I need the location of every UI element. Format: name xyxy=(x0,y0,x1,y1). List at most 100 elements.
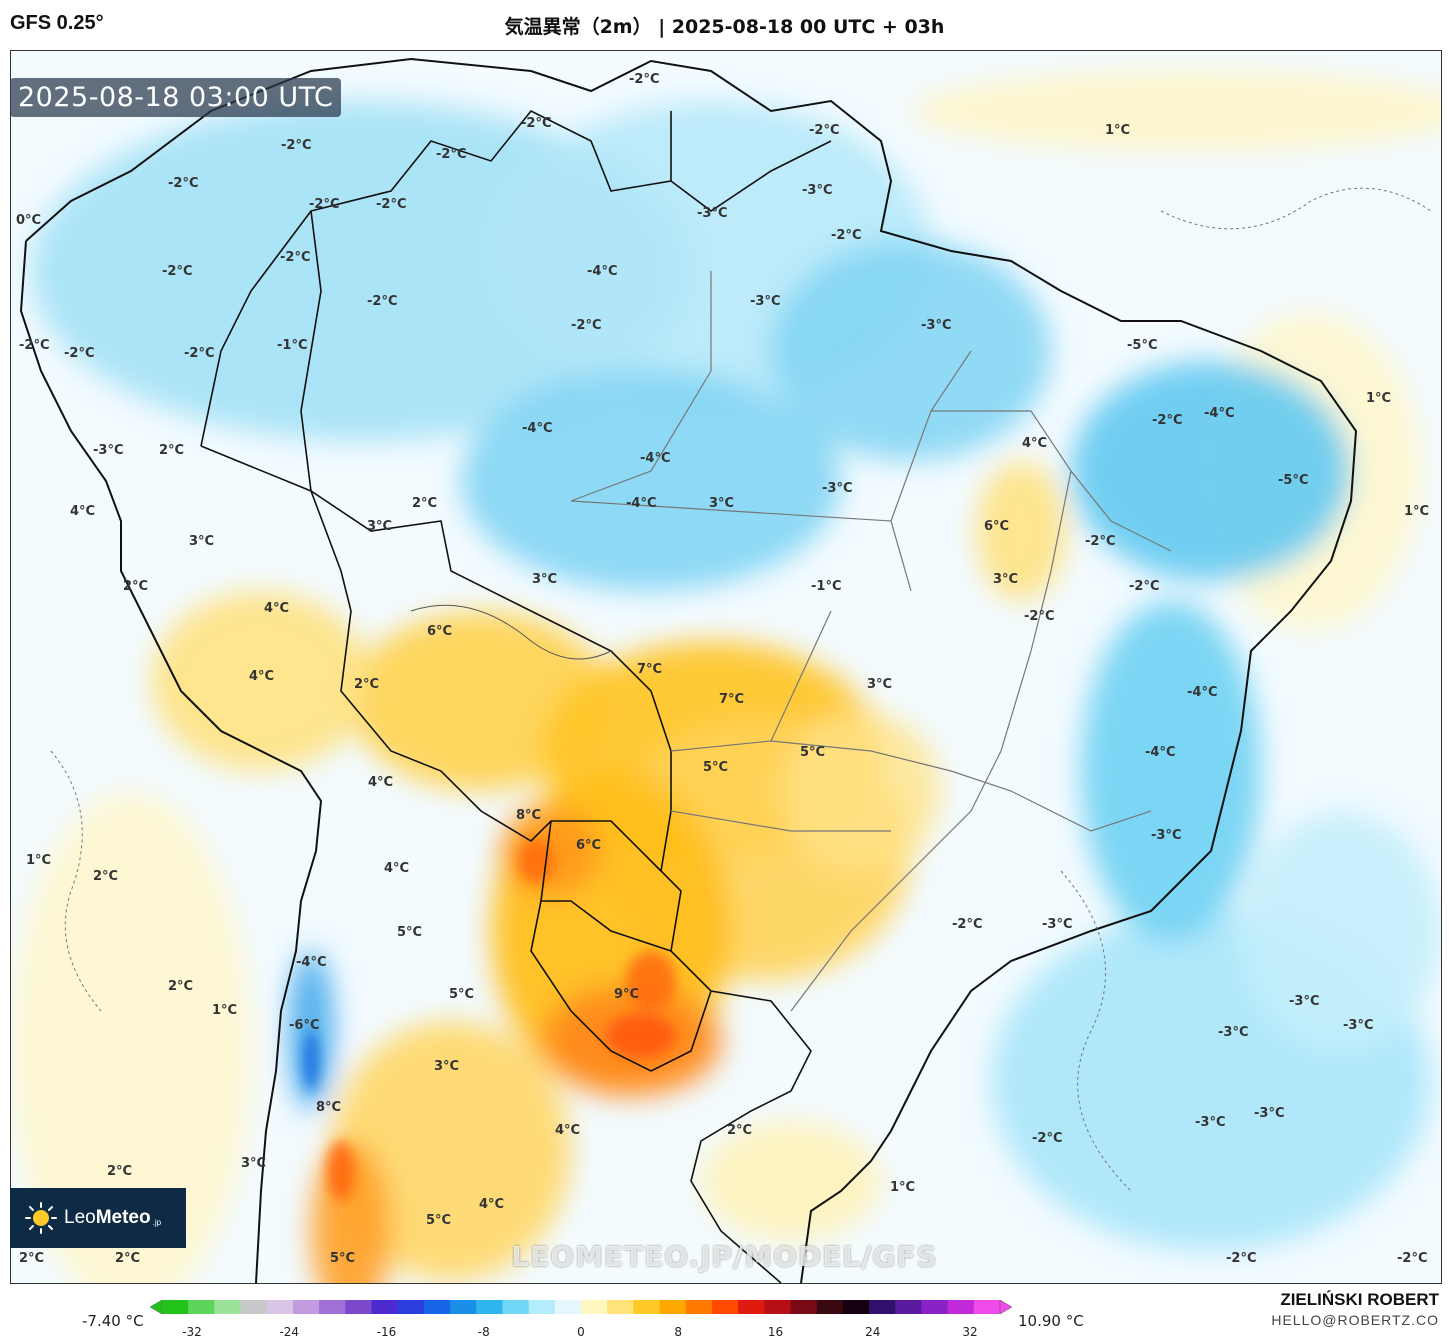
contour-label: -3°C xyxy=(1042,917,1073,932)
scale-max-value: 10.90 °C xyxy=(1018,1312,1084,1330)
contour-label: -3°C xyxy=(1195,1115,1226,1130)
contour-label: -3°C xyxy=(1151,828,1182,843)
contour-label: 2°C xyxy=(93,869,119,884)
contour-label: -2°C xyxy=(1152,413,1183,428)
contour-label: 5°C xyxy=(703,760,729,775)
scale-swatch xyxy=(502,1300,530,1314)
contour-label: -4°C xyxy=(1204,406,1235,421)
scale-min-arrow xyxy=(150,1300,163,1315)
contour-label: -2°C xyxy=(1129,579,1160,594)
contour-label: -2°C xyxy=(162,264,193,279)
contour-label: -2°C xyxy=(168,176,199,191)
scale-swatch xyxy=(214,1300,242,1314)
contour-label: -6°C xyxy=(289,1018,320,1033)
scale-swatch xyxy=(659,1300,687,1314)
contour-label: -3°C xyxy=(697,206,728,221)
scale-swatch xyxy=(947,1300,975,1314)
scale-swatch xyxy=(319,1300,346,1314)
contour-label: -2°C xyxy=(19,338,50,353)
scale-tick-label: 8 xyxy=(674,1325,683,1339)
scale-swatch xyxy=(790,1300,818,1314)
contour-label: 6°C xyxy=(427,624,453,639)
scale-swatch xyxy=(633,1300,661,1314)
scale-swatch xyxy=(738,1300,765,1314)
scale-swatch xyxy=(188,1300,215,1314)
scale-swatch xyxy=(476,1300,503,1314)
contour-label: -4°C xyxy=(1187,685,1218,700)
scale-swatch xyxy=(397,1300,425,1314)
scale-swatch xyxy=(292,1300,320,1314)
scale-swatch xyxy=(921,1300,949,1314)
scale-tick-label: 32 xyxy=(962,1325,978,1339)
scale-swatch xyxy=(764,1300,791,1314)
contour-label: -3°C xyxy=(93,443,124,458)
contour-label: -4°C xyxy=(640,451,671,466)
contour-label: -2°C xyxy=(376,197,407,212)
map-area xyxy=(10,50,1442,1284)
scale-swatch xyxy=(895,1300,922,1314)
contour-label: 5°C xyxy=(800,745,826,760)
bolivia-border xyxy=(310,490,672,952)
contour-label: 8°C xyxy=(316,1100,342,1115)
scale-swatch xyxy=(162,1300,189,1314)
contour-label: -3°C xyxy=(750,294,781,309)
author-email[interactable]: HELLO@ROBERTZ.CO xyxy=(1271,1312,1439,1328)
coastline xyxy=(25,57,1358,1283)
contour-label: 1°C xyxy=(212,1003,238,1018)
contour-label: 4°C xyxy=(479,1197,505,1212)
state-borders xyxy=(570,271,1172,1012)
contour-label: 3°C xyxy=(434,1059,460,1074)
scale-swatch xyxy=(973,1300,1001,1314)
contour-label: 3°C xyxy=(367,519,393,534)
contour-label: -2°C xyxy=(281,138,312,153)
leometeo-logo[interactable]: LeoMeteo .jp xyxy=(10,1188,186,1248)
contour-label: -4°C xyxy=(296,955,327,970)
contour-label: 4°C xyxy=(1022,436,1048,451)
scale-max-arrow xyxy=(999,1300,1012,1315)
scale-tick-label: -16 xyxy=(376,1325,397,1339)
scale-swatch xyxy=(423,1300,451,1314)
scale-tick-label: 0 xyxy=(577,1325,585,1339)
contour-label: 3°C xyxy=(993,572,1019,587)
scale-swatch xyxy=(266,1300,294,1314)
scale-swatch xyxy=(711,1300,739,1314)
contour-label: 3°C xyxy=(867,677,893,692)
contour-label: -3°C xyxy=(1218,1025,1249,1040)
contour-label: -4°C xyxy=(587,264,618,279)
anomaly-field xyxy=(11,51,1441,1283)
contour-label: -5°C xyxy=(1278,473,1309,488)
contour-label: -2°C xyxy=(952,917,983,932)
logo-text: LeoMeteo xyxy=(64,1207,151,1228)
scale-swatch xyxy=(345,1300,372,1314)
scale-tick-label: 16 xyxy=(767,1325,784,1339)
contour-label: -2°C xyxy=(521,116,552,131)
scale-swatch xyxy=(528,1300,556,1314)
contour-label: 4°C xyxy=(70,504,96,519)
contour-label: -5°C xyxy=(1127,338,1158,353)
contour-label: 0°C xyxy=(16,213,42,228)
contour-label: -2°C xyxy=(280,250,311,265)
contour-label: -3°C xyxy=(822,481,853,496)
contour-label: 5°C xyxy=(426,1213,452,1228)
contour-label: 4°C xyxy=(368,775,394,790)
contour-label: -2°C xyxy=(809,123,840,138)
contour-label: 1°C xyxy=(26,853,52,868)
author-name: ZIELIŃSKI ROBERT xyxy=(1280,1290,1439,1309)
scale-swatch xyxy=(685,1300,713,1314)
contour-label: 1°C xyxy=(1366,391,1392,406)
contour-label: 6°C xyxy=(984,519,1010,534)
sun-icon xyxy=(25,1202,57,1234)
contour-label: 5°C xyxy=(330,1251,356,1266)
contour-label: -2°C xyxy=(309,197,340,212)
contour-label: 2°C xyxy=(115,1251,141,1266)
contour-label: -2°C xyxy=(629,72,660,87)
contour-label: 7°C xyxy=(637,662,663,677)
contour-label: -2°C xyxy=(436,147,467,162)
scale-swatch xyxy=(816,1300,844,1314)
contour-label: 7°C xyxy=(719,692,745,707)
contour-label: 4°C xyxy=(555,1123,581,1138)
author-block: ZIELIŃSKI ROBERT HELLO@ROBERTZ.CO xyxy=(1271,1290,1439,1328)
contour-label: 3°C xyxy=(241,1156,267,1171)
west-coastline xyxy=(19,240,323,1283)
contour-label: -2°C xyxy=(1032,1131,1063,1146)
